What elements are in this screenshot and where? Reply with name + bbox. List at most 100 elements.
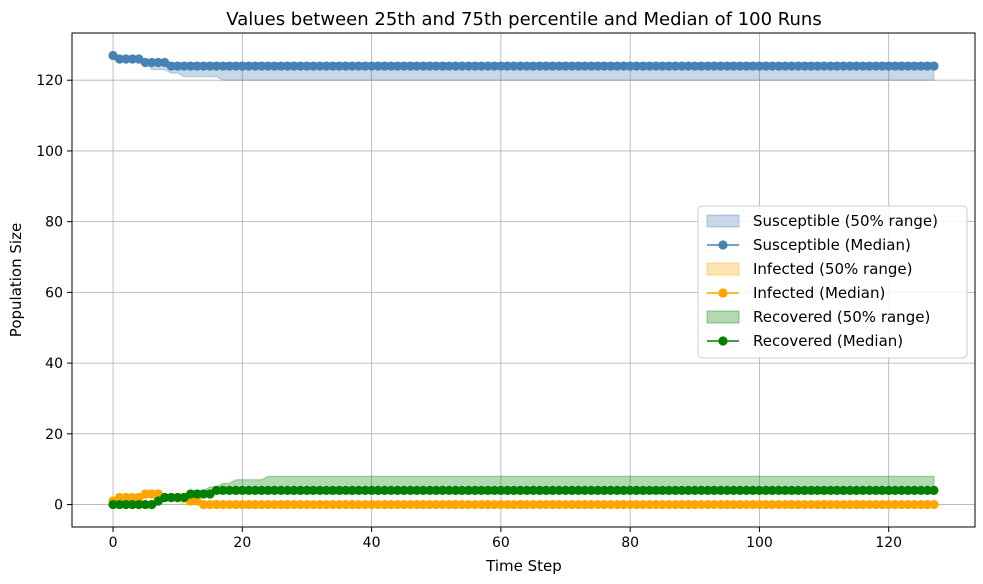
legend-swatch <box>706 262 740 276</box>
recovered-point <box>140 499 150 510</box>
infected-point <box>832 499 842 510</box>
recovered-point <box>444 485 454 495</box>
susceptible-point <box>541 61 551 71</box>
legend-item-susceptible-band: Susceptible (50% range) <box>706 212 938 230</box>
susceptible-point <box>405 61 415 71</box>
recovered-point <box>224 485 234 495</box>
recovered-point <box>360 485 370 495</box>
recovered-point <box>625 485 635 495</box>
recovered-point <box>496 485 506 495</box>
infected-point <box>231 499 241 510</box>
susceptible-point <box>909 61 920 71</box>
susceptible-point <box>754 61 765 71</box>
recovered-point <box>289 485 299 495</box>
x-axis-title: Time Step <box>485 557 562 575</box>
susceptible-point <box>308 61 319 71</box>
legend-item-susceptible-line: Susceptible (Median) <box>707 236 911 254</box>
susceptible-point <box>580 61 590 71</box>
recovered-point <box>231 485 241 495</box>
recovered-point <box>463 485 474 495</box>
infected-point <box>341 499 351 510</box>
recovered-point <box>716 485 726 495</box>
infected-point <box>644 499 655 510</box>
recovered-point <box>819 485 829 495</box>
infected-point <box>825 499 836 510</box>
infected-point <box>121 492 131 503</box>
susceptible-point <box>457 61 467 71</box>
recovered-point <box>515 485 525 495</box>
infected-point <box>599 499 609 510</box>
y-tick-label: 120 <box>36 73 63 89</box>
susceptible-point <box>696 61 706 71</box>
recovered-point <box>211 485 222 495</box>
susceptible-point <box>612 61 622 71</box>
infected-point <box>922 499 933 510</box>
susceptible-point <box>341 61 351 71</box>
infected-point <box>657 499 668 510</box>
susceptible-point <box>173 61 183 71</box>
legend-label: Infected (50% range) <box>753 260 913 278</box>
legend-label: Infected (Median) <box>753 284 885 302</box>
recovered-point <box>703 485 713 495</box>
susceptible-point <box>586 61 596 71</box>
infected-point <box>929 499 939 510</box>
susceptible-point <box>373 61 383 71</box>
y-axis-title: Population Size <box>7 223 25 337</box>
legend-marker <box>718 240 728 250</box>
susceptible-point <box>683 61 693 71</box>
infected-point <box>690 499 700 510</box>
legend-label: Susceptible (50% range) <box>753 212 938 230</box>
legend-item-recovered-band: Recovered (50% range) <box>706 308 930 326</box>
recovered-point <box>263 485 273 495</box>
recovered-point <box>341 485 351 495</box>
infected-point <box>716 499 726 510</box>
infected-point <box>735 499 745 510</box>
susceptible-point <box>916 61 926 71</box>
recovered-point <box>871 485 881 495</box>
legend-label: Recovered (50% range) <box>753 308 930 326</box>
susceptible-point <box>315 61 325 71</box>
infected-point <box>522 499 532 510</box>
chart-title: Values between 25th and 75th percentile … <box>226 9 821 30</box>
infected-point <box>593 499 603 510</box>
susceptible-point <box>845 61 855 71</box>
legend-item-recovered-line: Recovered (Median) <box>707 332 903 350</box>
recovered-point <box>483 485 493 495</box>
recovered-point <box>315 485 325 495</box>
recovered-point <box>922 485 933 495</box>
infected-point <box>884 499 894 510</box>
susceptible-point <box>619 61 629 71</box>
legend-label: Susceptible (Median) <box>753 236 911 254</box>
infected-point <box>399 499 409 510</box>
recovered-point <box>787 485 797 495</box>
susceptible-point <box>289 61 299 71</box>
recovered-point <box>890 485 900 495</box>
infected-point <box>560 499 571 510</box>
susceptible-point <box>522 61 532 71</box>
susceptible-point <box>800 61 810 71</box>
susceptible-point <box>871 61 881 71</box>
infected-point <box>664 499 674 510</box>
susceptible-point <box>244 61 254 71</box>
infected-point <box>489 499 500 510</box>
recovered-point <box>864 485 874 495</box>
susceptible-point <box>515 61 525 71</box>
x-tick-label: 60 <box>492 535 510 551</box>
recovered-point <box>741 485 752 495</box>
legend-box <box>697 205 968 359</box>
susceptible-point <box>819 61 829 71</box>
recovered-point <box>470 485 480 495</box>
infected-point <box>211 499 222 510</box>
recovered-point <box>134 499 144 510</box>
infected-point <box>580 499 590 510</box>
recovered-point <box>451 485 461 495</box>
susceptible-point <box>780 61 790 71</box>
infected-point <box>787 499 797 510</box>
recovered-point <box>489 485 500 495</box>
recovered-point <box>683 485 693 495</box>
susceptible-point <box>425 61 435 71</box>
recovered-point <box>638 485 648 495</box>
recovered-point <box>367 485 377 495</box>
infected-point <box>509 499 519 510</box>
